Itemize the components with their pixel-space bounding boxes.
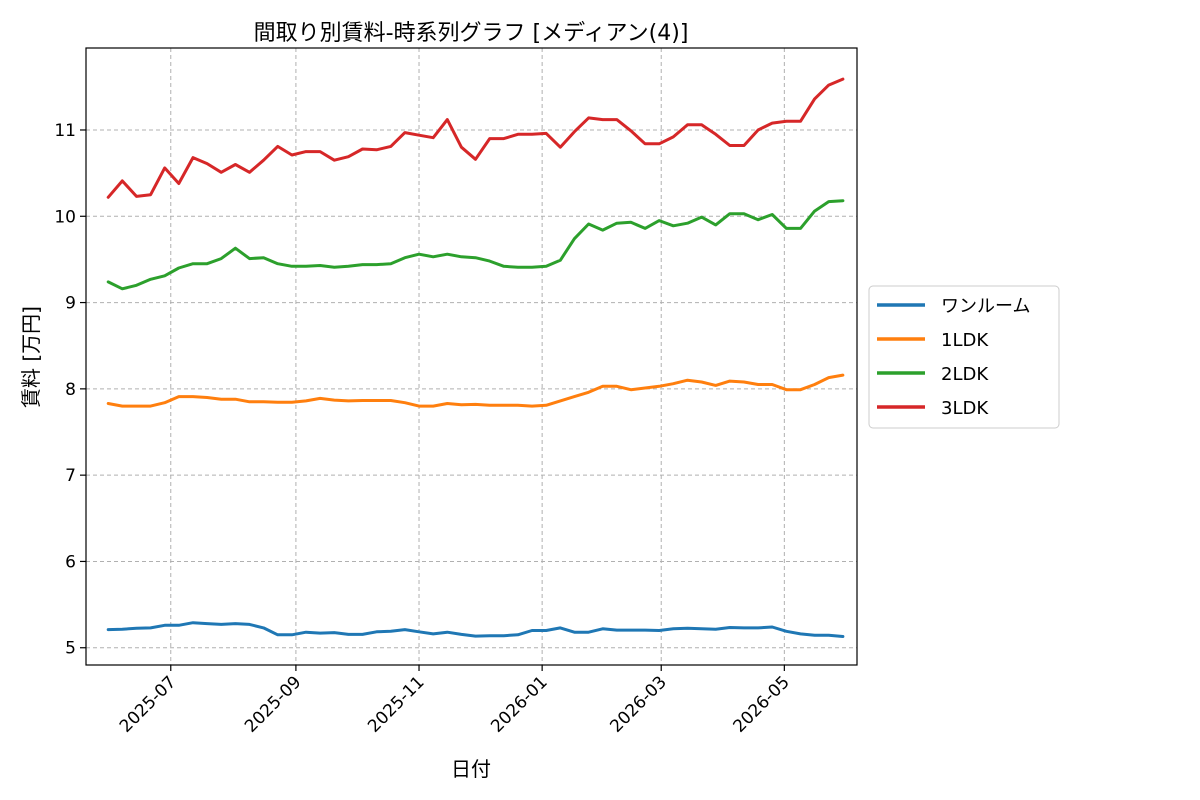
legend-label: 2LDK [941,364,989,385]
y-tick-label: 11 [54,121,76,141]
x-axis-label: 日付 [451,757,491,781]
x-tick-label: 2026-05 [730,672,794,736]
x-tick-label: 2026-01 [487,672,551,736]
x-tick-label: 2025-09 [241,672,305,736]
plot-frame [85,47,858,666]
x-tick-label: 2026-03 [606,672,670,736]
chart-title: 間取り別賃料-時系列グラフ [メディアン(4)] [254,21,689,46]
x-tick-label: 2025-07 [116,672,180,736]
y-tick-label: 8 [65,380,76,400]
y-tick-label: 9 [65,294,76,314]
tick-layer: 5 6 7 8 9 10 11 2025-07 2025-09 2025-11 2026-01 202… [54,121,794,737]
y-tick-label: 7 [65,466,76,486]
series-line-0 [106,621,845,638]
grid-layer [86,48,857,665]
y-tick-label: 10 [54,207,76,227]
legend-label: 1LDK [941,330,989,351]
y-axis-label: 賃料 [万円] [19,306,43,408]
legend: ワンルーム 1LDK 2LDK 3LDK [868,285,1060,429]
series-layer [106,77,845,638]
y-tick-label: 6 [65,552,76,572]
y-tick-label: 5 [65,639,76,659]
series-line-2 [106,199,845,291]
legend-label: ワンルーム [941,296,1030,317]
legend-frame [868,285,1060,429]
x-tick-label: 2025-11 [364,672,428,736]
series-line-3 [106,77,845,199]
legend-label: 3LDK [941,398,989,419]
series-line-1 [106,373,845,408]
